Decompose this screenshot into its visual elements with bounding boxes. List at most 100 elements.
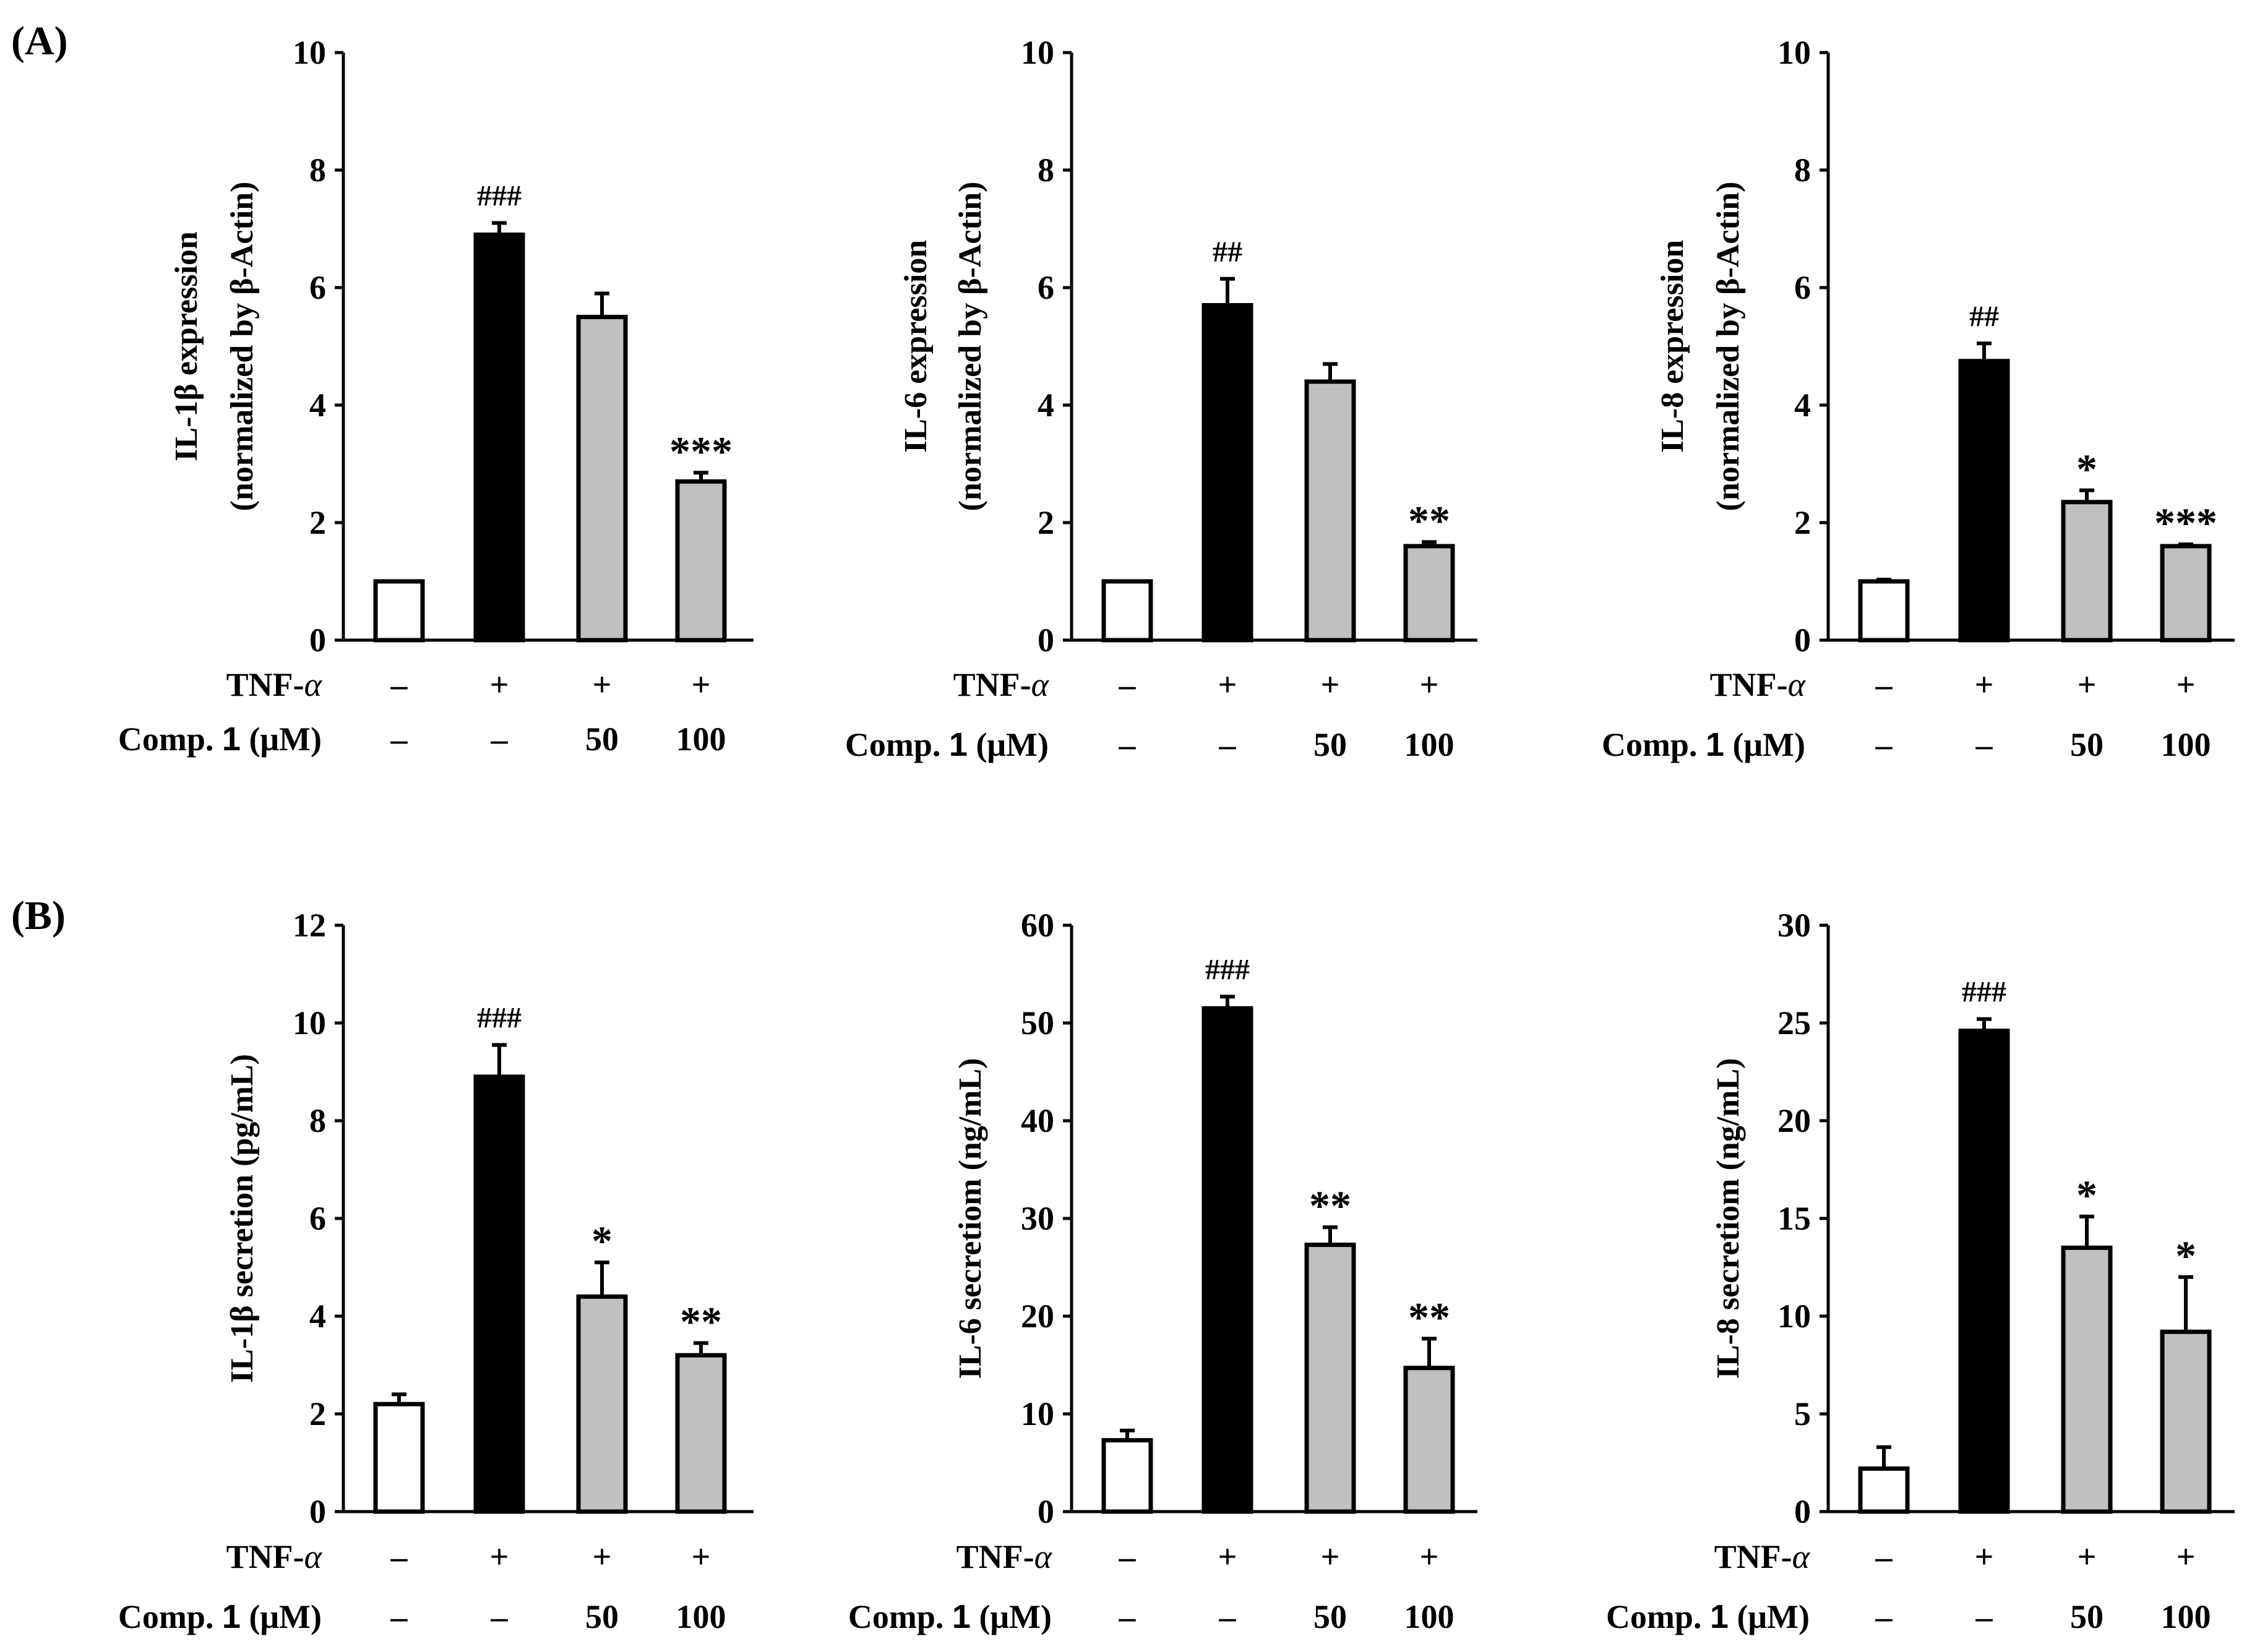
bar-1 bbox=[1101, 579, 1153, 643]
significance-label: ### bbox=[477, 180, 522, 213]
tnf-alpha-symbol: α bbox=[1034, 1538, 1053, 1575]
tnf-value: – bbox=[390, 666, 408, 703]
comp-row-label: Comp. 1 (μM) bbox=[848, 1598, 1052, 1635]
tnf-value: + bbox=[490, 666, 509, 703]
bar-2 bbox=[1958, 359, 2010, 643]
tnf-value: + bbox=[1321, 1538, 1340, 1575]
chart-4: 0 2 4 6 8 10 12 IL-1β secretion (pg/mL) – – ### + – *… bbox=[118, 907, 754, 1635]
comp-value: – bbox=[1219, 1598, 1237, 1635]
comp-row-label: Comp. 1 (μM) bbox=[118, 721, 322, 758]
comp-value: 100 bbox=[676, 721, 726, 758]
y-tick-label: 6 bbox=[1794, 269, 1811, 306]
panel-label-a: (A) bbox=[11, 19, 68, 64]
comp-value: – bbox=[491, 721, 509, 758]
tnf-value: – bbox=[1119, 1538, 1137, 1575]
y-tick-label: 30 bbox=[1777, 907, 1811, 944]
y-tick-label: 8 bbox=[1038, 152, 1054, 189]
bar-3 bbox=[2061, 500, 2113, 643]
y-tick-label: 20 bbox=[1777, 1102, 1811, 1139]
tnf-value: + bbox=[1975, 1538, 1994, 1575]
tnf-label-text: TNF- bbox=[1710, 666, 1788, 703]
bar-3 bbox=[1304, 1243, 1356, 1514]
tnf-value: + bbox=[1218, 666, 1237, 703]
significance-label: ### bbox=[477, 1002, 522, 1035]
tnf-value: + bbox=[2078, 1538, 2097, 1575]
y-tick-label: 10 bbox=[293, 1004, 326, 1042]
significance-label: ** bbox=[1408, 1293, 1450, 1340]
bar-2 bbox=[473, 1074, 525, 1514]
comp-value: 100 bbox=[676, 1598, 726, 1635]
tnf-value: – bbox=[1119, 666, 1137, 703]
comp-value: 50 bbox=[585, 721, 619, 758]
y-axis-title: IL-1β expression bbox=[169, 231, 204, 461]
significance-label: *** bbox=[2154, 499, 2217, 546]
y-tick-label: 4 bbox=[1038, 387, 1054, 424]
comp-label-prefix: Comp. bbox=[845, 726, 949, 763]
comp-value: – bbox=[1119, 726, 1137, 763]
tnf-value: + bbox=[1975, 666, 1994, 703]
comp-label-prefix: Comp. bbox=[1606, 1598, 1710, 1635]
tnf-label-text: TNF- bbox=[1714, 1538, 1792, 1575]
tnf-value: – bbox=[390, 1538, 408, 1575]
comp-label-unit: (μM) bbox=[241, 1598, 322, 1635]
tnf-value: + bbox=[2177, 666, 2196, 703]
tnf-value: – bbox=[1875, 666, 1893, 703]
bar-4 bbox=[675, 479, 727, 643]
tnf-row-label: TNF-α bbox=[956, 1538, 1053, 1575]
tnf-row-label: TNF-α bbox=[1714, 1538, 1811, 1575]
comp-label-prefix: Comp. bbox=[1602, 726, 1706, 763]
y-tick-label: 12 bbox=[293, 907, 326, 944]
y-tick-label: 0 bbox=[1794, 622, 1811, 659]
comp-label-number: 1 bbox=[1706, 726, 1724, 763]
chart-1: 0 2 4 6 8 10 IL-1β expression (normalized by β-… bbox=[118, 34, 754, 758]
bar-3 bbox=[576, 1294, 628, 1514]
y-tick-label: 0 bbox=[309, 1493, 326, 1530]
significance-label: ### bbox=[1205, 953, 1250, 986]
bar-2 bbox=[1958, 1029, 2010, 1514]
y-tick-label: 4 bbox=[309, 1298, 326, 1335]
panel-label-b: (B) bbox=[11, 893, 66, 938]
chart-3: 0 2 4 6 8 10 IL-8 expression (normalized by β-A… bbox=[1602, 34, 2235, 763]
comp-value: – bbox=[1875, 1598, 1893, 1635]
significance-label: *** bbox=[669, 427, 733, 474]
comp-label-prefix: Comp. bbox=[118, 721, 222, 758]
comp-label-unit: (μM) bbox=[971, 1598, 1052, 1635]
tnf-value: + bbox=[593, 1538, 612, 1575]
significance-label: ### bbox=[1962, 976, 2006, 1009]
comp-value: 100 bbox=[2161, 726, 2211, 763]
significance-label: ** bbox=[1408, 497, 1450, 544]
chart-2: 0 2 4 6 8 10 IL-6 expression (normalized by β-A… bbox=[845, 34, 1477, 763]
y-axis-title-line2: (normalized by β-Actin) bbox=[953, 182, 988, 511]
bar-4 bbox=[2160, 1329, 2212, 1514]
comp-label-unit: (μM) bbox=[968, 726, 1049, 763]
tnf-value: + bbox=[2078, 666, 2097, 703]
tnf-value: + bbox=[1218, 1538, 1237, 1575]
tnf-alpha-symbol: α bbox=[304, 666, 323, 703]
y-tick-label: 30 bbox=[1021, 1200, 1054, 1237]
tnf-label-text: TNF- bbox=[226, 666, 304, 703]
y-axis-title-line2: (normalized by β-Actin) bbox=[225, 182, 260, 511]
comp-label-prefix: Comp. bbox=[848, 1598, 952, 1635]
y-tick-label: 15 bbox=[1777, 1200, 1811, 1237]
y-tick-label: 8 bbox=[309, 152, 326, 189]
comp-label-unit: (μM) bbox=[1724, 726, 1805, 763]
comp-value: – bbox=[1119, 1598, 1137, 1635]
tnf-value: + bbox=[692, 666, 711, 703]
y-tick-label: 2 bbox=[1038, 504, 1054, 541]
tnf-alpha-symbol: α bbox=[1788, 666, 1807, 703]
significance-label: * bbox=[2175, 1232, 2196, 1279]
y-tick-label: 60 bbox=[1021, 907, 1054, 944]
comp-label-prefix: Comp. bbox=[118, 1598, 222, 1635]
y-tick-label: 6 bbox=[309, 1200, 326, 1237]
tnf-row-label: TNF-α bbox=[953, 666, 1050, 703]
comp-value: – bbox=[390, 1598, 408, 1635]
y-tick-label: 10 bbox=[1021, 34, 1054, 71]
tnf-alpha-symbol: α bbox=[304, 1538, 323, 1575]
comp-label-number: 1 bbox=[949, 726, 968, 763]
tnf-value: + bbox=[490, 1538, 509, 1575]
bar-2 bbox=[473, 233, 525, 643]
comp-value: – bbox=[1219, 726, 1237, 763]
y-tick-label: 10 bbox=[1021, 1395, 1054, 1432]
y-tick-label: 2 bbox=[309, 504, 326, 541]
comp-value: 50 bbox=[1313, 726, 1347, 763]
